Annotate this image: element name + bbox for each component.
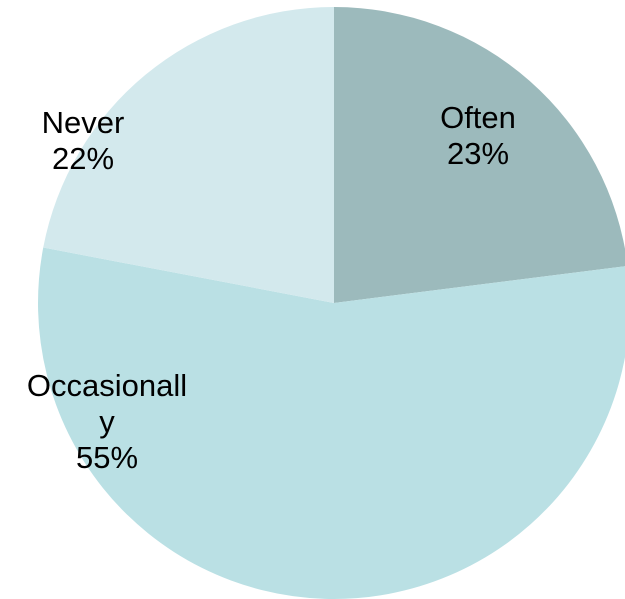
slice-label-never: Never 22%	[42, 105, 125, 176]
pie-slice-never	[43, 7, 335, 303]
slice-category-label: Occasionall	[27, 368, 187, 403]
slice-percent-label: 23%	[447, 136, 509, 171]
pie-slice-often	[334, 7, 625, 303]
pie-slice-occasionally	[38, 247, 625, 599]
slice-category-label: Often	[440, 100, 516, 135]
slice-category-label: y	[99, 404, 115, 439]
slice-label-occasionally: Occasionall y 55%	[27, 368, 187, 475]
pie-slices	[38, 7, 625, 599]
slice-category-label: Never	[42, 105, 125, 140]
slice-label-often: Often 23%	[440, 100, 516, 171]
pie-labels: Often 23% Occasionall y 55% Never 22%	[27, 100, 516, 475]
slice-percent-label: 22%	[52, 141, 114, 176]
slice-percent-label: 55%	[76, 440, 138, 475]
